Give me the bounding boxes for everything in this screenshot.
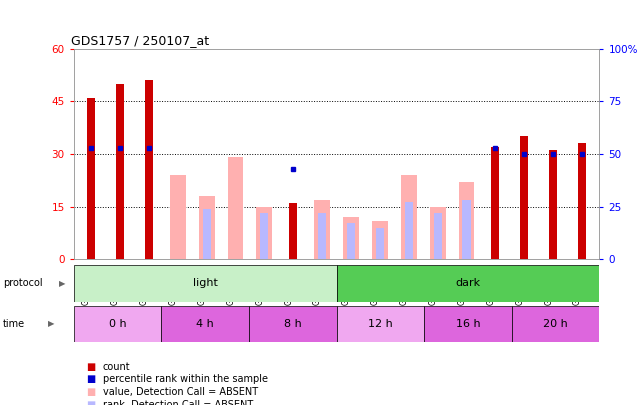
Text: GSM77056: GSM77056 [111, 263, 120, 305]
Text: ■: ■ [87, 388, 96, 397]
Text: count: count [103, 362, 130, 371]
Text: GSM77069: GSM77069 [487, 263, 495, 305]
Text: ■: ■ [87, 362, 96, 371]
Text: 12 h: 12 h [368, 319, 393, 329]
Bar [343, 217, 359, 259]
Bar [314, 200, 330, 259]
Bar [433, 213, 442, 259]
Bar [74, 265, 337, 302]
Bar [549, 150, 557, 259]
Bar [578, 143, 586, 259]
Text: value, Detection Call = ABSENT: value, Detection Call = ABSENT [103, 388, 258, 397]
Text: protocol: protocol [3, 279, 43, 288]
Bar [170, 175, 186, 259]
Text: GSM77068: GSM77068 [458, 263, 467, 305]
Bar [74, 306, 162, 342]
Text: GSM77058: GSM77058 [169, 263, 178, 305]
Bar [462, 200, 470, 259]
Text: GSM77066: GSM77066 [400, 263, 409, 305]
Bar [260, 213, 269, 259]
Text: 20 h: 20 h [543, 319, 568, 329]
Bar [337, 265, 599, 302]
Bar [116, 84, 124, 259]
Bar [228, 158, 244, 259]
Bar [376, 228, 384, 259]
Bar [337, 306, 424, 342]
Bar [199, 196, 215, 259]
Text: GSM77070: GSM77070 [515, 263, 524, 305]
Text: GSM77063: GSM77063 [313, 263, 322, 305]
Bar [318, 213, 326, 259]
Text: GSM77067: GSM77067 [429, 263, 438, 305]
Text: GSM77061: GSM77061 [255, 263, 264, 305]
Text: 0 h: 0 h [109, 319, 126, 329]
Bar [289, 203, 297, 259]
Bar [404, 202, 413, 259]
Text: GSM77057: GSM77057 [140, 263, 149, 305]
Bar [491, 147, 499, 259]
Text: 4 h: 4 h [196, 319, 214, 329]
Text: GSM77072: GSM77072 [573, 263, 582, 305]
Text: percentile rank within the sample: percentile rank within the sample [103, 375, 267, 384]
Text: rank, Detection Call = ABSENT: rank, Detection Call = ABSENT [103, 401, 253, 405]
Text: GSM77055: GSM77055 [82, 263, 91, 305]
Text: time: time [3, 319, 26, 329]
Bar [401, 175, 417, 259]
Bar [429, 207, 445, 259]
Text: GSM77071: GSM77071 [544, 263, 553, 305]
Text: GDS1757 / 250107_at: GDS1757 / 250107_at [71, 34, 209, 47]
Bar [87, 98, 95, 259]
Text: 16 h: 16 h [456, 319, 480, 329]
Text: light: light [193, 279, 217, 288]
Text: ▶: ▶ [59, 279, 65, 288]
Bar [203, 209, 211, 259]
Bar [424, 306, 512, 342]
Text: GSM77059: GSM77059 [197, 263, 206, 305]
Text: ▶: ▶ [48, 320, 54, 328]
Bar [162, 306, 249, 342]
Bar [458, 182, 474, 259]
Text: GSM77060: GSM77060 [226, 263, 235, 305]
Bar [347, 224, 355, 259]
Bar [145, 80, 153, 259]
Text: GSM77065: GSM77065 [371, 263, 380, 305]
Bar [256, 207, 272, 259]
Bar [372, 221, 388, 259]
Text: GSM77064: GSM77064 [342, 263, 351, 305]
Bar [512, 306, 599, 342]
Bar [520, 136, 528, 259]
Text: 8 h: 8 h [284, 319, 302, 329]
Text: dark: dark [455, 279, 481, 288]
Text: GSM77062: GSM77062 [284, 263, 293, 305]
Text: ■: ■ [87, 401, 96, 405]
Text: ■: ■ [87, 375, 96, 384]
Bar [249, 306, 337, 342]
